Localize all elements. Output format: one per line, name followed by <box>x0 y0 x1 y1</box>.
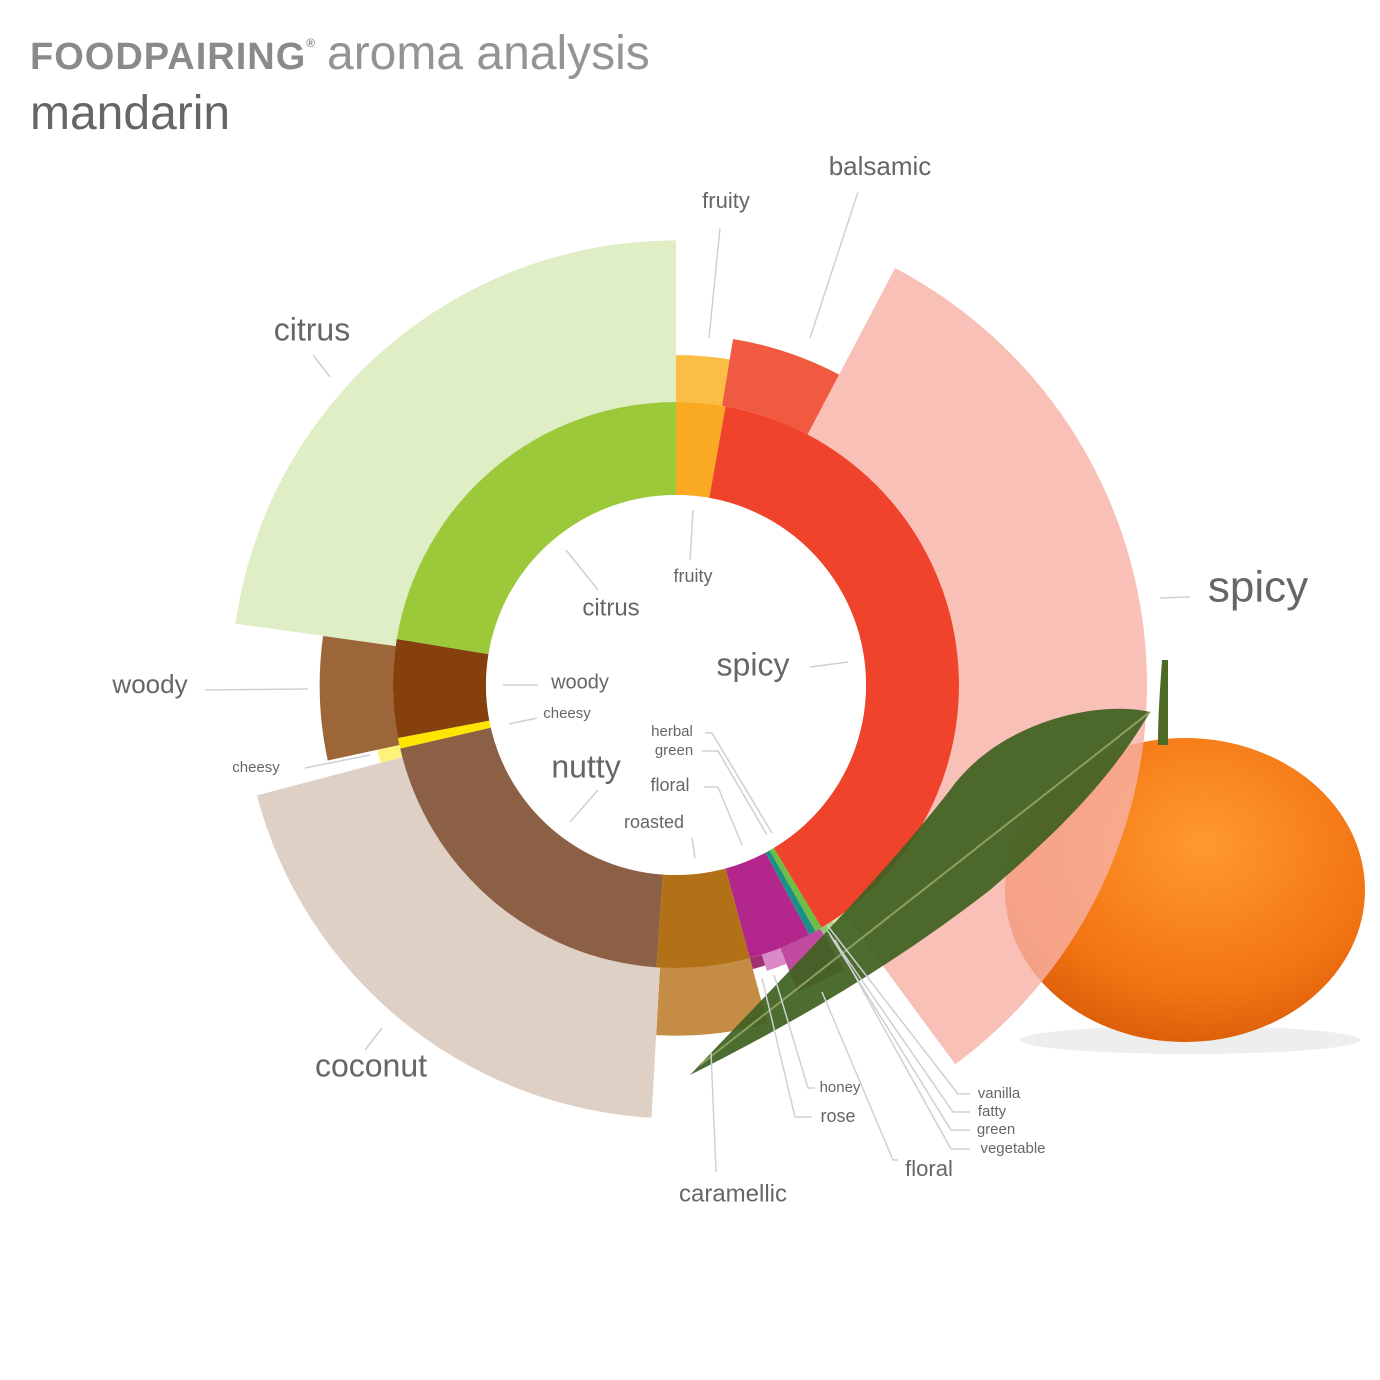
inner-segment-woody[interactable] <box>393 638 490 739</box>
leader-line <box>1159 596 1191 599</box>
inner-segment-cheesy[interactable] <box>398 720 491 749</box>
center-hole <box>486 495 866 875</box>
leader-line <box>689 509 694 561</box>
inner-label-spicy: spicy <box>717 646 790 682</box>
inner-label-roasted: roasted <box>624 812 684 832</box>
inner-label-floral: floral <box>650 775 689 795</box>
leaf-vein <box>699 711 1151 1066</box>
leader-line <box>761 977 812 1118</box>
leader-line <box>704 786 743 846</box>
inner-segment-fruity[interactable] <box>676 402 726 498</box>
leader-line <box>708 227 721 339</box>
page-subtitle: aroma analysis <box>327 27 650 80</box>
inner-label-fruity: fruity <box>673 566 712 586</box>
inner-label-cheesy: cheesy <box>543 705 591 722</box>
outer-label-woody: woody <box>111 669 187 699</box>
leader-line <box>565 549 599 591</box>
outer-label-fatty: fatty <box>978 1103 1007 1120</box>
inner-segment-roasted[interactable] <box>656 868 750 968</box>
inner-segment-herbal[interactable] <box>765 850 816 935</box>
leader-line <box>364 1027 383 1051</box>
outer-ring <box>235 240 1147 1118</box>
outer-label-balsamic: balsamic <box>829 151 932 181</box>
leader-line <box>702 750 768 836</box>
outer-segment-spicy[interactable] <box>807 268 1147 1065</box>
outer-label-honey: honey <box>820 1079 861 1096</box>
outer-segment-balsamic[interactable] <box>722 338 840 435</box>
outer-label-floral: floral <box>905 1156 953 1181</box>
leader-line <box>312 354 331 378</box>
leader-line <box>834 939 970 1150</box>
outer-label-rose: rose <box>820 1106 855 1126</box>
labels: fruity balsamic citrus spicy woody cheesy coco… <box>111 151 1308 1207</box>
inner-segment-citrus[interactable] <box>396 402 676 655</box>
leader-line <box>508 717 538 725</box>
outer-label-citrus: citrus <box>274 311 350 347</box>
leader-lines <box>204 191 1191 1173</box>
outer-label-fruity: fruity <box>702 188 750 213</box>
leader-line <box>829 934 970 1131</box>
inner-ring <box>393 402 959 968</box>
leader-line <box>773 974 815 1089</box>
outer-label-vanilla: vanilla <box>978 1085 1021 1102</box>
outer-segment-honey[interactable] <box>749 954 766 970</box>
outer-label-coconut: coconut <box>315 1047 427 1083</box>
inner-segment-spicy[interactable] <box>709 406 959 928</box>
outer-label-caramellic: caramellic <box>679 1180 787 1207</box>
inner-label-citrus: citrus <box>582 594 639 621</box>
leader-line <box>826 929 970 1113</box>
leader-line <box>705 732 773 834</box>
outer-label-spicy: spicy <box>1208 563 1308 612</box>
outer-segment-coconut[interactable] <box>256 757 661 1118</box>
page-title: mandarin <box>30 87 231 140</box>
inner-segment-nutty[interactable] <box>400 727 663 968</box>
outer-segment-citrus[interactable] <box>235 240 676 647</box>
outer-segment-woody[interactable] <box>319 635 400 761</box>
leader-line <box>304 754 371 769</box>
inner-label-green: green <box>655 742 693 759</box>
inner-segment-green[interactable] <box>769 847 822 932</box>
leader-line <box>821 991 898 1161</box>
leader-line <box>710 1051 717 1173</box>
outer-label-vegetable: vegetable <box>980 1140 1045 1157</box>
leader-line <box>204 688 309 691</box>
inner-label-herbal: herbal <box>651 723 693 740</box>
inner-segment-floral[interactable] <box>725 852 810 959</box>
outer-segment-fruity[interactable] <box>676 355 730 406</box>
outer-segment-cheesy[interactable] <box>377 744 403 763</box>
outer-label-cheesy: cheesy <box>232 759 280 776</box>
leader-line <box>569 789 599 823</box>
inner-label-nutty: nutty <box>551 748 620 784</box>
outer-segment-caramellic[interactable] <box>656 958 768 1036</box>
outer-label-green: green <box>977 1121 1015 1138</box>
foodpairing-logo: FOODPAIRING® <box>30 36 316 79</box>
leader-line <box>809 191 859 339</box>
logo-text: FOODPAIRING <box>30 36 307 78</box>
inner-label-woody: woody <box>550 671 609 693</box>
registered-mark: ® <box>306 36 317 50</box>
outer-segment-rose[interactable] <box>761 948 787 971</box>
leader-line <box>691 837 696 859</box>
leader-line <box>826 924 970 1095</box>
stem <box>1158 660 1168 745</box>
leader-line <box>809 661 849 668</box>
